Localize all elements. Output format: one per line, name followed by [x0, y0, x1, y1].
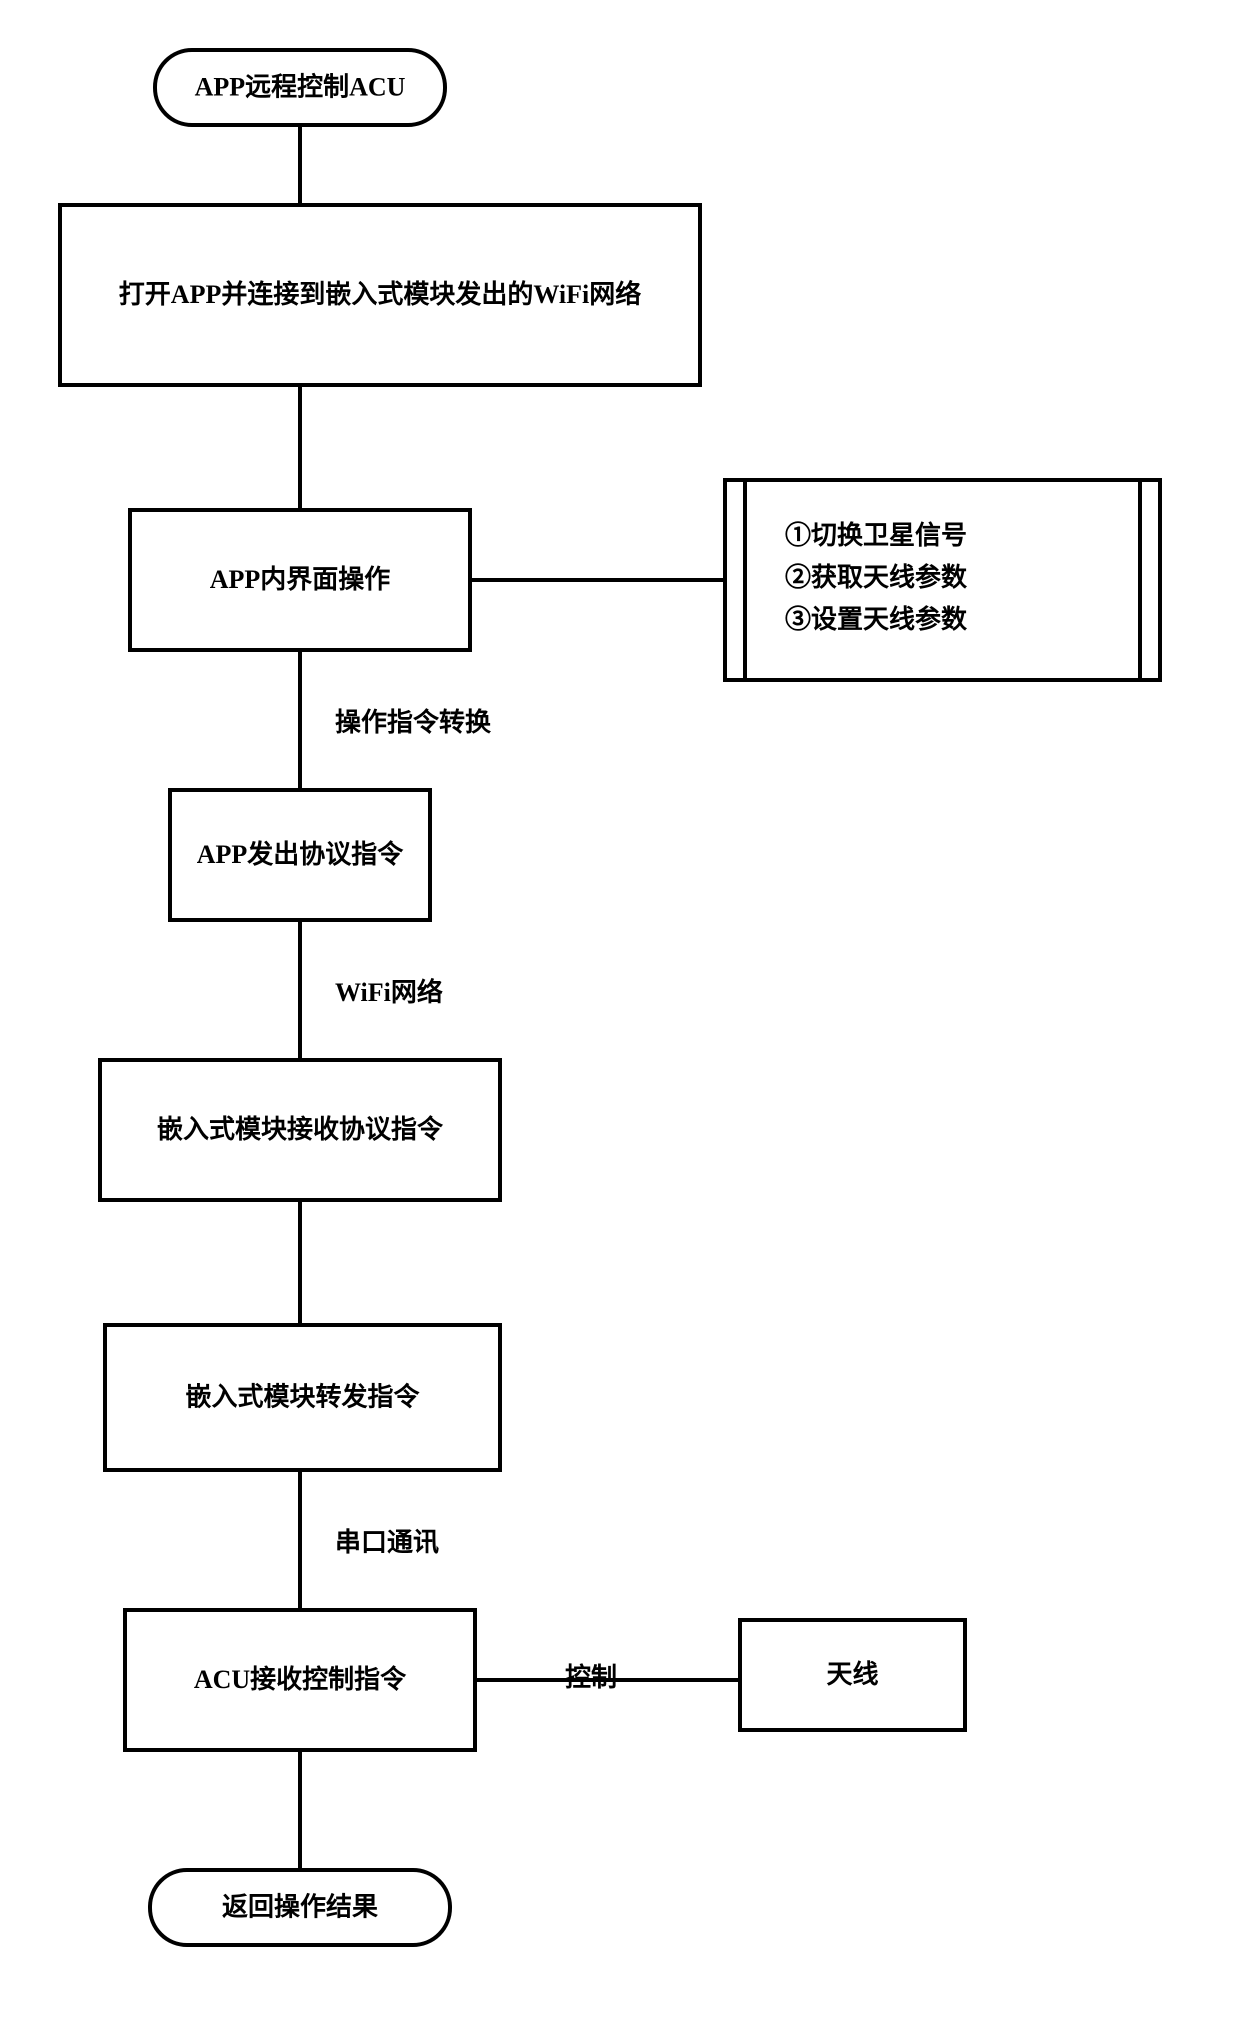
- node-step6: ACU接收控制指令: [125, 1610, 475, 1750]
- node-label: 返回操作结果: [222, 1892, 378, 1921]
- node-label: APP内界面操作: [210, 565, 391, 594]
- node-label: 嵌入式模块接收协议指令: [157, 1114, 444, 1144]
- annot-line: ③设置天线参数: [785, 604, 968, 634]
- node-step1: 打开APP并连接到嵌入式模块发出的WiFi网络: [60, 205, 700, 385]
- node-step3: APP发出协议指令: [170, 790, 430, 920]
- node-label: 打开APP并连接到嵌入式模块发出的WiFi网络: [119, 279, 641, 309]
- node-annot: ①切换卫星信号 ②获取天线参数 ③设置天线参数: [725, 480, 1160, 680]
- node-step2: APP内界面操作: [130, 510, 470, 650]
- annot-line: ①切换卫星信号: [785, 520, 967, 550]
- node-step4: 嵌入式模块接收协议指令: [100, 1060, 500, 1200]
- flowchart-diagram: 操作指令转换 WiFi网络串口通讯控制 APP远程控制ACU 打开APP并连接到嵌入式…: [0, 0, 1240, 2018]
- node-label: APP远程控制ACU: [195, 72, 406, 101]
- node-label: APP发出协议指令: [197, 839, 405, 869]
- node-start: APP远程控制ACU: [155, 50, 445, 125]
- node-antenna: 天线: [740, 1620, 965, 1730]
- edge-label: 串口通讯: [335, 1528, 439, 1557]
- node-end: 返回操作结果: [150, 1870, 450, 1945]
- node-label: ACU接收控制指令: [194, 1664, 407, 1694]
- edge-label: 控制: [565, 1663, 617, 1692]
- node-step5: 嵌入式模块转发指令: [105, 1325, 500, 1470]
- annot-line: ②获取天线参数: [785, 562, 968, 592]
- node-label: 嵌入式模块转发指令: [185, 1381, 420, 1411]
- edge-label: WiFi网络: [335, 977, 443, 1007]
- edge-label: 操作指令转换: [335, 707, 492, 737]
- node-label: 天线: [826, 1660, 878, 1689]
